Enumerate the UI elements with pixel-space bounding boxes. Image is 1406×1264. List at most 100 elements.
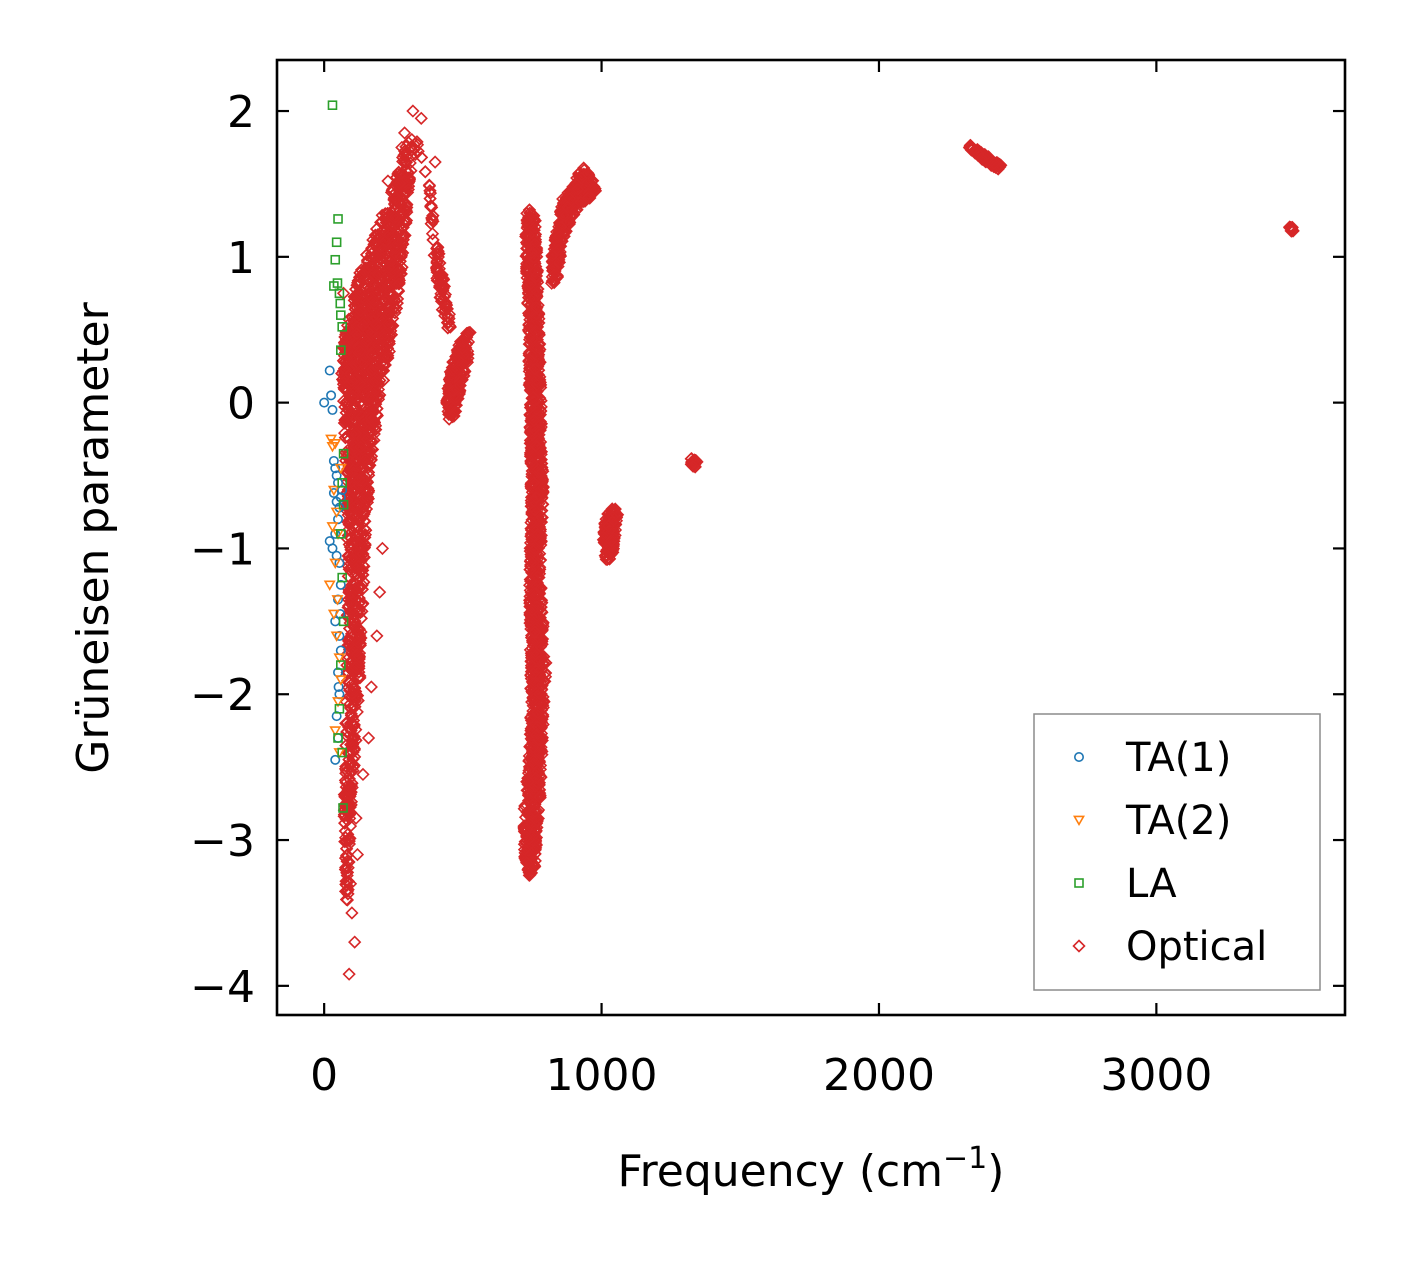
optical-point (342, 608, 357, 622)
optical-point (363, 399, 377, 413)
optical-point (342, 967, 356, 981)
optical-point (360, 432, 374, 447)
optical-point (447, 405, 462, 419)
optical-point (395, 140, 409, 155)
optical-point (346, 739, 360, 754)
optical-point (430, 262, 444, 276)
optical-point (353, 638, 367, 653)
optical-point (426, 233, 440, 247)
optical-point (369, 318, 383, 332)
optical-point (524, 547, 538, 562)
optical-point (606, 510, 620, 524)
optical-point (526, 754, 540, 768)
optical-point (971, 147, 986, 161)
optical-point (360, 487, 374, 501)
optical-point (574, 195, 588, 209)
optical-point (340, 848, 354, 862)
optical-point (353, 344, 367, 359)
optical-point (381, 174, 395, 188)
optical-point (521, 296, 535, 311)
optical-point (363, 443, 377, 457)
optical-point (346, 389, 360, 404)
optical-point (385, 210, 400, 224)
optical-point (532, 406, 546, 420)
optical-point (364, 384, 378, 399)
optical-point (364, 680, 378, 694)
optical-point (547, 268, 561, 282)
optical-point (348, 935, 362, 949)
optical-point (386, 295, 400, 309)
optical-point (684, 452, 698, 466)
optical-point (530, 706, 545, 720)
optical-point (525, 246, 539, 260)
optical-point (341, 569, 355, 583)
optical-point (525, 610, 539, 624)
optical-point (387, 241, 401, 255)
optical-point (338, 816, 352, 830)
optical-point (356, 318, 370, 332)
optical-point (338, 834, 352, 849)
optical-point (559, 208, 574, 222)
optical-point (341, 457, 355, 471)
optical-point (524, 515, 538, 530)
optical-point (529, 810, 543, 825)
optical-point (527, 449, 541, 464)
optical-point (370, 356, 384, 370)
optical-point (529, 301, 544, 315)
optical-point (524, 574, 538, 588)
optical-point (345, 585, 359, 599)
optical-point (343, 517, 357, 531)
optical-point (340, 666, 354, 680)
optical-point (337, 416, 352, 430)
optical-point (335, 366, 349, 381)
optical-point (453, 371, 468, 385)
optical-point (526, 667, 541, 681)
optical-point (532, 534, 546, 548)
optical-point (349, 562, 364, 576)
optical-point (533, 531, 548, 545)
optical-point (1285, 220, 1299, 234)
optical-point (529, 491, 543, 505)
optical-point (355, 582, 369, 596)
ta-1--point (331, 470, 342, 481)
optical-point (371, 338, 386, 353)
optical-point (343, 683, 357, 698)
optical-point (527, 413, 541, 428)
optical-point (552, 238, 567, 252)
optical-point (348, 307, 362, 321)
optical-point (345, 551, 359, 566)
optical-point (351, 339, 365, 354)
optical-point (588, 184, 603, 198)
optical-point (339, 892, 354, 907)
optical-point (545, 249, 559, 263)
optical-point (444, 400, 458, 414)
optical-point (527, 587, 542, 601)
optical-point (532, 754, 546, 768)
optical-point (520, 822, 534, 836)
optical-point (521, 783, 536, 797)
optical-point (359, 315, 373, 330)
optical-point (397, 201, 412, 216)
optical-point (523, 361, 538, 375)
ta-1--point (330, 754, 341, 765)
optical-point (518, 822, 532, 836)
optical-point (527, 677, 542, 691)
ta-1--point (328, 488, 339, 499)
optical-point (353, 286, 367, 300)
optical-point (339, 454, 353, 468)
optical-point (394, 166, 409, 181)
optical-point (553, 229, 567, 244)
optical-point (405, 139, 420, 154)
optical-point (378, 326, 392, 341)
optical-point (524, 216, 538, 230)
optical-point (520, 213, 534, 227)
optical-point (414, 111, 428, 125)
optical-point (533, 670, 548, 684)
optical-point (528, 220, 542, 234)
optical-point (350, 847, 365, 862)
optical-point (358, 453, 372, 467)
ta-1--point (333, 681, 344, 692)
optical-point (422, 179, 437, 193)
ta-1--point (335, 492, 346, 503)
optical-point (352, 270, 367, 284)
